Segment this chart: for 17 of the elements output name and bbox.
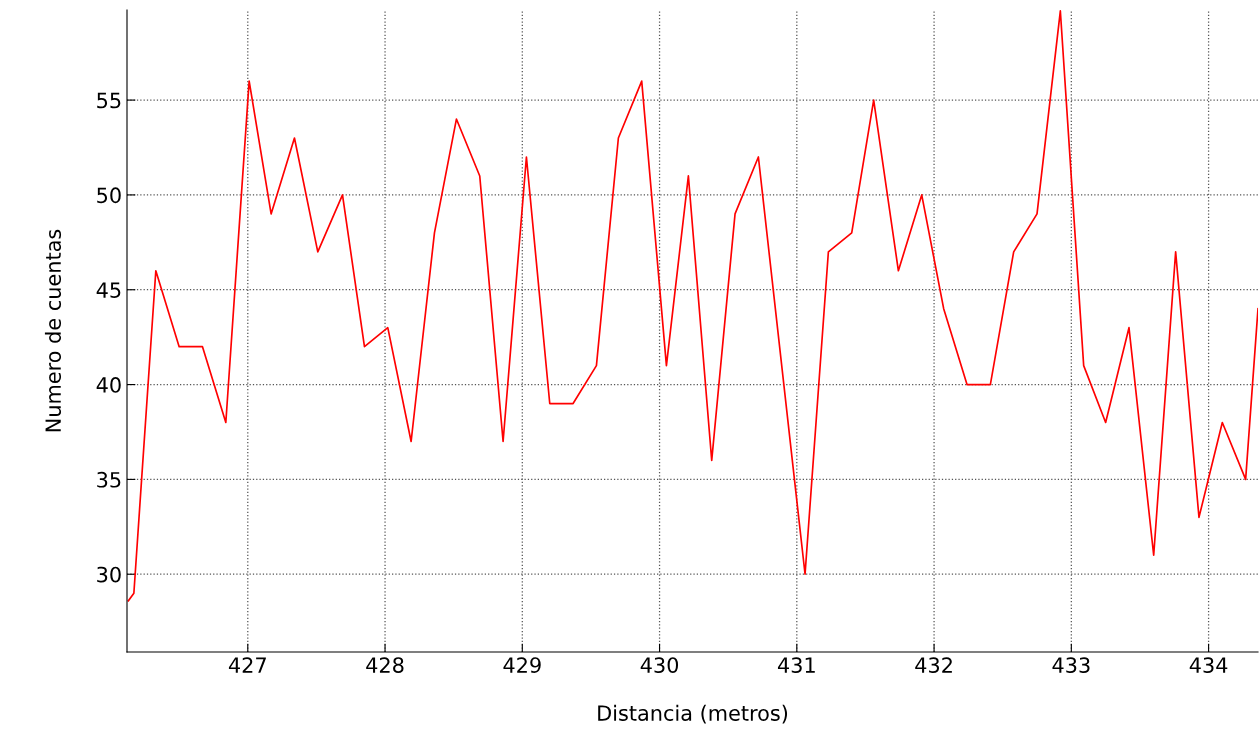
x-tick-label: 428 — [366, 657, 404, 673]
x-tick-label: 430 — [640, 657, 679, 673]
y-tick-label: 30 — [97, 566, 121, 583]
y-tick-label: 50 — [97, 187, 121, 204]
x-tick-label: 427 — [228, 657, 266, 673]
y-tick-label: 55 — [97, 92, 121, 109]
y-tick-label: 35 — [97, 471, 121, 488]
y-tick-label: 45 — [96, 282, 121, 298]
line-series — [127, 10, 1258, 602]
x-tick-label: 431 — [777, 657, 815, 673]
x-axis-title: Distancia (metros) — [598, 704, 788, 724]
x-tick-label: 433 — [1052, 657, 1090, 673]
x-tick-label: 432 — [915, 657, 952, 673]
y-axis-title: Numero de cuentas — [44, 229, 62, 432]
x-tick-label: 429 — [503, 657, 541, 673]
y-tick-label: 40 — [96, 377, 121, 393]
x-tick-label: 434 — [1189, 657, 1228, 673]
